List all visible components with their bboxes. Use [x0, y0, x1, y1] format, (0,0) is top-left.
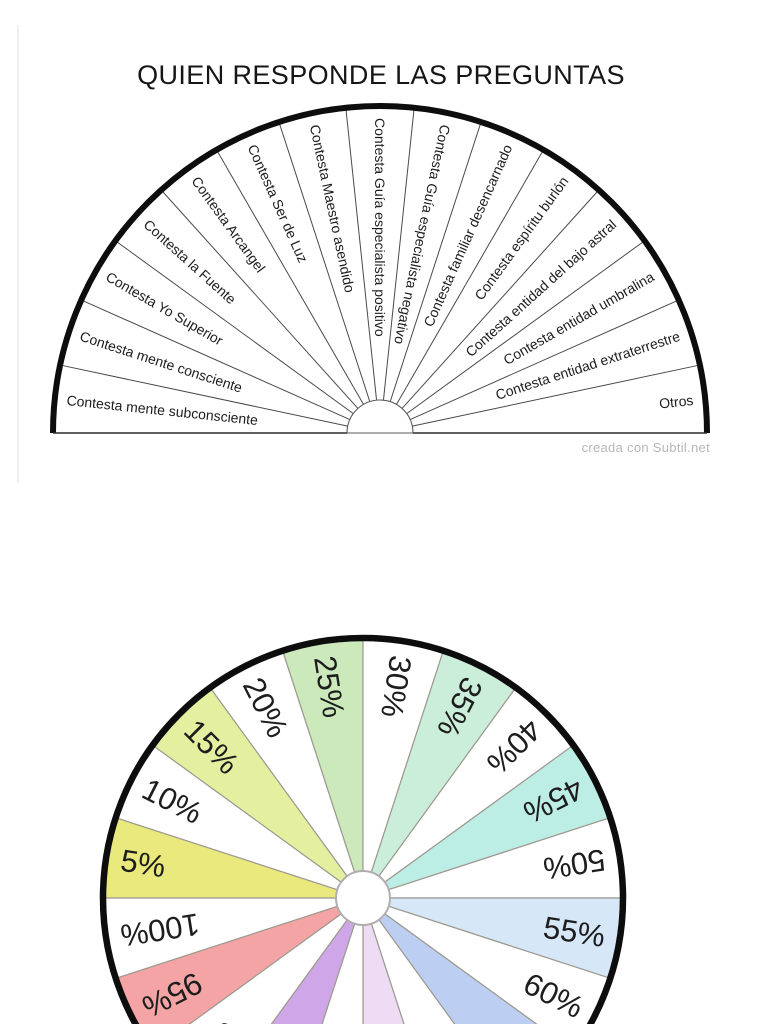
sector-divider-line [162, 191, 359, 409]
sector-divider-line [406, 241, 644, 415]
watermark-text: creada con Subtil.net [581, 440, 710, 455]
semicircle-sector [383, 107, 482, 402]
semicircle-sector [410, 299, 700, 427]
semicircle-sector [60, 299, 350, 427]
sector-divider-line [82, 300, 351, 421]
semicircle-sector [390, 122, 544, 405]
semicircle-sector [345, 106, 415, 401]
wheel-hub [335, 870, 391, 926]
sector-label: Otros [658, 392, 694, 411]
semicircle-sector [412, 365, 707, 433]
semicircle-sector [406, 240, 679, 420]
pendulum-semicircle-chart: Contesta mente subconsciente Contesta men… [0, 0, 768, 470]
sector-divider-line [382, 109, 415, 401]
sector-divider-line [217, 151, 364, 405]
page-edge-line [17, 25, 19, 483]
wheel-slice-label: 5% [118, 843, 168, 885]
sector-divider-line [389, 123, 481, 402]
sector-divider-line [345, 109, 378, 401]
sector-divider-line [409, 300, 678, 421]
semicircle-sector [53, 365, 348, 433]
sector-divider-line [116, 241, 354, 415]
chart-title: QUIEN RESPONDE LAS PREGUNTAS [137, 60, 625, 90]
semicircle-sector [216, 122, 370, 405]
wheel-rim [99, 634, 627, 1029]
center-cutout [346, 399, 414, 434]
semicircle-sector [396, 149, 599, 409]
sector-divider-line [61, 364, 348, 427]
sector-divider-line [412, 364, 699, 427]
semicircle-sector [402, 189, 645, 414]
semicircle-sector [161, 149, 364, 409]
sector-divider-line [401, 191, 598, 409]
sector-label: Contesta Guía especialista positivo [372, 118, 388, 337]
sector-divider-line [396, 151, 543, 405]
semicircle-sector [81, 240, 354, 420]
semicircle-rim [50, 102, 710, 434]
semicircle-sector [115, 189, 358, 414]
percentage-wheel-chart: 5%10%15%20%25%30%35%40%45%50%55%60%65%70… [0, 630, 768, 1029]
semicircle-sector [278, 107, 377, 402]
sector-divider-line [279, 123, 371, 402]
